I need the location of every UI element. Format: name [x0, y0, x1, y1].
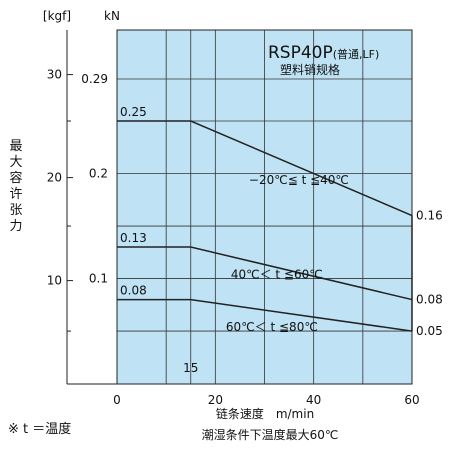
series-name-label: 40℃＜ t ≦60℃: [231, 268, 323, 282]
x-tick-label: 60: [404, 393, 419, 407]
kgf-tick-label: 20: [47, 171, 62, 185]
kgf-tick-label: 30: [47, 68, 62, 82]
x-tick-label: 0: [113, 393, 121, 407]
y-unit-kgf: [kgf]: [43, 9, 71, 23]
kn-tick-label: 0.2: [89, 167, 108, 181]
series-name-label: 60℃＜ t ≦80℃: [226, 320, 318, 334]
series-end-label: 0.08: [416, 293, 443, 307]
chart-title: RSP40P(普通,LF): [268, 43, 379, 63]
series-start-label: 0.08: [120, 284, 147, 298]
chart-subtitle: 塑料销规格: [280, 62, 340, 77]
series-start-label: 0.13: [120, 231, 147, 245]
x-tick-label: 40: [306, 393, 321, 407]
y-axis-label-char: 大: [9, 155, 22, 170]
series-name-label: −20℃≦ t ≦40℃: [249, 173, 349, 187]
y-axis-label-char: 张: [9, 203, 22, 218]
y-axis-label-char: 力: [9, 219, 22, 234]
y-axis-label-char: 许: [9, 187, 22, 202]
tick-labels: 0 20 40 60 15 30 20 10 0.29 0.2 0.1: [47, 68, 420, 407]
chart-title-main: RSP40P: [268, 43, 333, 63]
series-end-label: 0.16: [416, 209, 443, 223]
x-axis-sublabel: 潮湿条件下温度最大60℃: [202, 427, 339, 442]
series-line: [117, 298, 413, 332]
kgf-tick-label: 10: [47, 274, 62, 288]
y-axis-label-char: 容: [9, 170, 22, 186]
y-unit-kn: kN: [104, 9, 120, 23]
x-tick-label: 20: [208, 393, 223, 407]
kn-tick-label: 0.1: [89, 272, 108, 286]
series-lines: [117, 120, 413, 332]
series-end-label: 0.05: [416, 324, 443, 338]
kn-tick-label: 0.29: [81, 72, 108, 86]
y-axis-label-char: 最: [9, 139, 22, 154]
chart-title-suffix: (普通,LF): [333, 47, 380, 61]
series-labels: 0.25 0.16 −20℃≦ t ≦40℃ 0.13 0.08 40℃＜ t ≦60℃ 0…: [120, 105, 443, 338]
series-line: [117, 120, 413, 217]
x-axis-label: 链条速度 m/min: [216, 406, 314, 421]
series-start-label: 0.25: [120, 105, 147, 119]
footnote: ※ t ＝温度: [8, 421, 71, 437]
axes: [66, 30, 412, 385]
series-line: [117, 246, 413, 301]
x-marker-label: 15: [183, 361, 198, 375]
